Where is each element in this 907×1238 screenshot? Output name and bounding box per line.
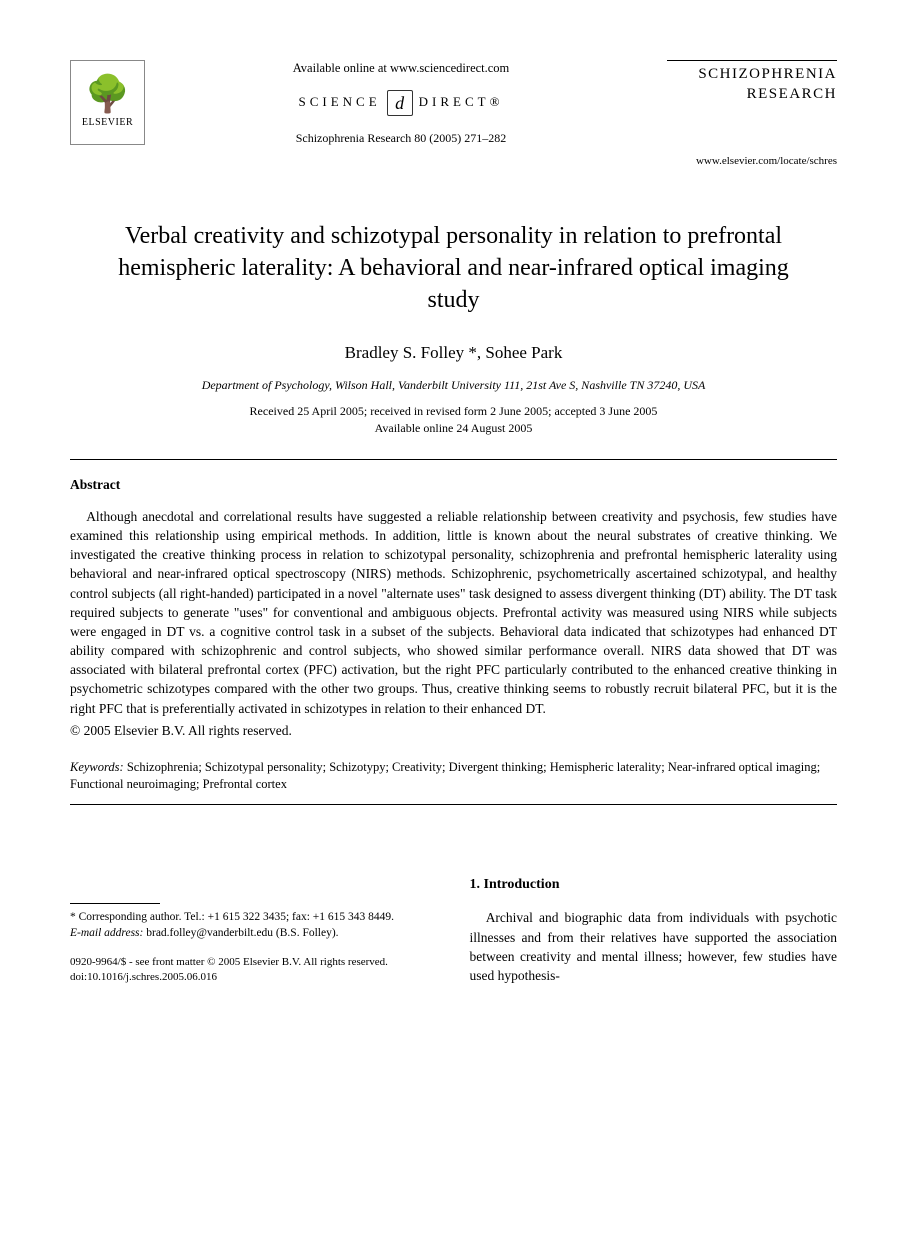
two-column-region: * Corresponding author. Tel.: +1 615 322… xyxy=(70,875,837,986)
corresponding-author-footnote: * Corresponding author. Tel.: +1 615 322… xyxy=(70,910,438,941)
affiliation: Department of Psychology, Wilson Hall, V… xyxy=(70,377,837,394)
received-line: Received 25 April 2005; received in revi… xyxy=(70,403,837,420)
abstract-paragraph: Although anecdotal and correlational res… xyxy=(70,507,837,718)
elsevier-name: ELSEVIER xyxy=(82,116,133,130)
corr-author-line: * Corresponding author. Tel.: +1 615 322… xyxy=(70,910,438,926)
intro-paragraph: Archival and biographic data from indivi… xyxy=(470,908,838,985)
journal-title-line2: RESEARCH xyxy=(657,85,837,105)
article-page: 🌳 ELSEVIER Available online at www.scien… xyxy=(0,0,907,1025)
email-value: brad.folley@vanderbilt.edu (B.S. Folley)… xyxy=(146,927,338,939)
abstract-body: Although anecdotal and correlational res… xyxy=(70,507,837,718)
page-header: 🌳 ELSEVIER Available online at www.scien… xyxy=(70,60,837,146)
journal-title-line1: SCHIZOPHRENIA xyxy=(657,65,837,85)
abstract-top-rule xyxy=(70,459,837,460)
sd-d-icon: d xyxy=(387,90,413,116)
email-label: E-mail address: xyxy=(70,927,143,939)
available-line: Available online 24 August 2005 xyxy=(70,420,837,437)
science-direct-logo: SCIENCE d DIRECT® xyxy=(165,90,637,116)
footnote-rule xyxy=(70,903,160,904)
intro-heading: 1. Introduction xyxy=(470,875,838,895)
abstract-bottom-rule xyxy=(70,804,837,805)
right-column: 1. Introduction Archival and biographic … xyxy=(470,875,838,986)
email-line: E-mail address: brad.folley@vanderbilt.e… xyxy=(70,926,438,942)
center-header: Available online at www.sciencedirect.co… xyxy=(145,60,657,146)
sd-text-right: DIRECT® xyxy=(419,93,504,111)
branding-rule xyxy=(667,60,837,61)
keywords-label: Keywords: xyxy=(70,760,124,774)
doi-line: doi:10.1016/j.schres.2005.06.016 xyxy=(70,970,438,985)
available-online-text: Available online at www.sciencedirect.co… xyxy=(165,60,637,78)
left-column: * Corresponding author. Tel.: +1 615 322… xyxy=(70,875,438,986)
abstract-copyright: © 2005 Elsevier B.V. All rights reserved… xyxy=(70,722,837,741)
abstract-heading: Abstract xyxy=(70,476,837,495)
footer-meta: 0920-9964/$ - see front matter © 2005 El… xyxy=(70,955,438,985)
front-matter-line: 0920-9964/$ - see front matter © 2005 El… xyxy=(70,955,438,970)
authors-line: Bradley S. Folley *, Sohee Park xyxy=(70,341,837,365)
keywords-block: Keywords: Schizophrenia; Schizotypal per… xyxy=(70,759,837,794)
sd-text-left: SCIENCE xyxy=(299,93,381,111)
journal-url[interactable]: www.elsevier.com/locate/schres xyxy=(70,154,837,169)
elsevier-logo: 🌳 ELSEVIER xyxy=(70,60,145,145)
article-dates: Received 25 April 2005; received in revi… xyxy=(70,403,837,437)
article-title: Verbal creativity and schizotypal person… xyxy=(100,220,807,317)
authors-text: Bradley S. Folley *, Sohee Park xyxy=(345,343,563,362)
tree-icon: 🌳 xyxy=(85,76,130,112)
keywords-list: Schizophrenia; Schizotypal personality; … xyxy=(70,760,820,792)
citation-line: Schizophrenia Research 80 (2005) 271–282 xyxy=(165,130,637,147)
journal-branding: SCHIZOPHRENIA RESEARCH xyxy=(657,60,837,104)
